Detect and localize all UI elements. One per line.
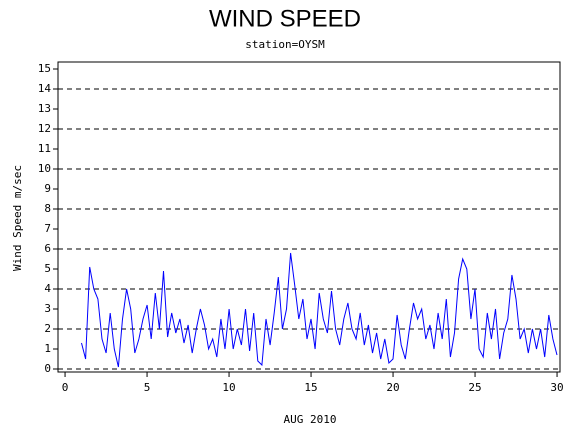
- chart-title: WIND SPEED: [209, 5, 361, 32]
- y-tick-label: 10: [38, 162, 51, 175]
- data-line: [81, 252, 558, 368]
- x-tick-label: 0: [62, 381, 69, 394]
- y-tick-label: 1: [44, 342, 51, 355]
- x-tick-label: 5: [144, 381, 151, 394]
- x-axis-label: AUG 2010: [284, 413, 337, 426]
- x-tick-label: 10: [222, 381, 235, 394]
- y-tick-label: 8: [44, 202, 51, 215]
- x-tick-label: 25: [468, 381, 481, 394]
- x-tick-label: 15: [304, 381, 317, 394]
- y-axis-label: Wind Speed m/sec: [11, 165, 24, 271]
- y-tick-label: 13: [38, 102, 51, 115]
- y-tick-label: 9: [44, 182, 51, 195]
- y-tick-label: 0: [44, 362, 51, 375]
- x-tick-label: 20: [386, 381, 399, 394]
- x-tick-label: 30: [550, 381, 563, 394]
- plot-frame: [57, 61, 561, 373]
- y-tick-label: 14: [38, 82, 52, 95]
- y-tick-label: 7: [44, 222, 51, 235]
- chart-subtitle: station=OYSM: [245, 38, 325, 51]
- y-tick-label: 12: [38, 122, 51, 135]
- y-tick-label: 4: [44, 282, 51, 295]
- y-tick-label: 11: [38, 142, 51, 155]
- y-tick-label: 15: [38, 62, 51, 75]
- y-tick-label: 5: [44, 262, 51, 275]
- y-tick-label: 2: [44, 322, 51, 335]
- y-tick-label: 3: [44, 302, 51, 315]
- y-tick-label: 6: [44, 242, 51, 255]
